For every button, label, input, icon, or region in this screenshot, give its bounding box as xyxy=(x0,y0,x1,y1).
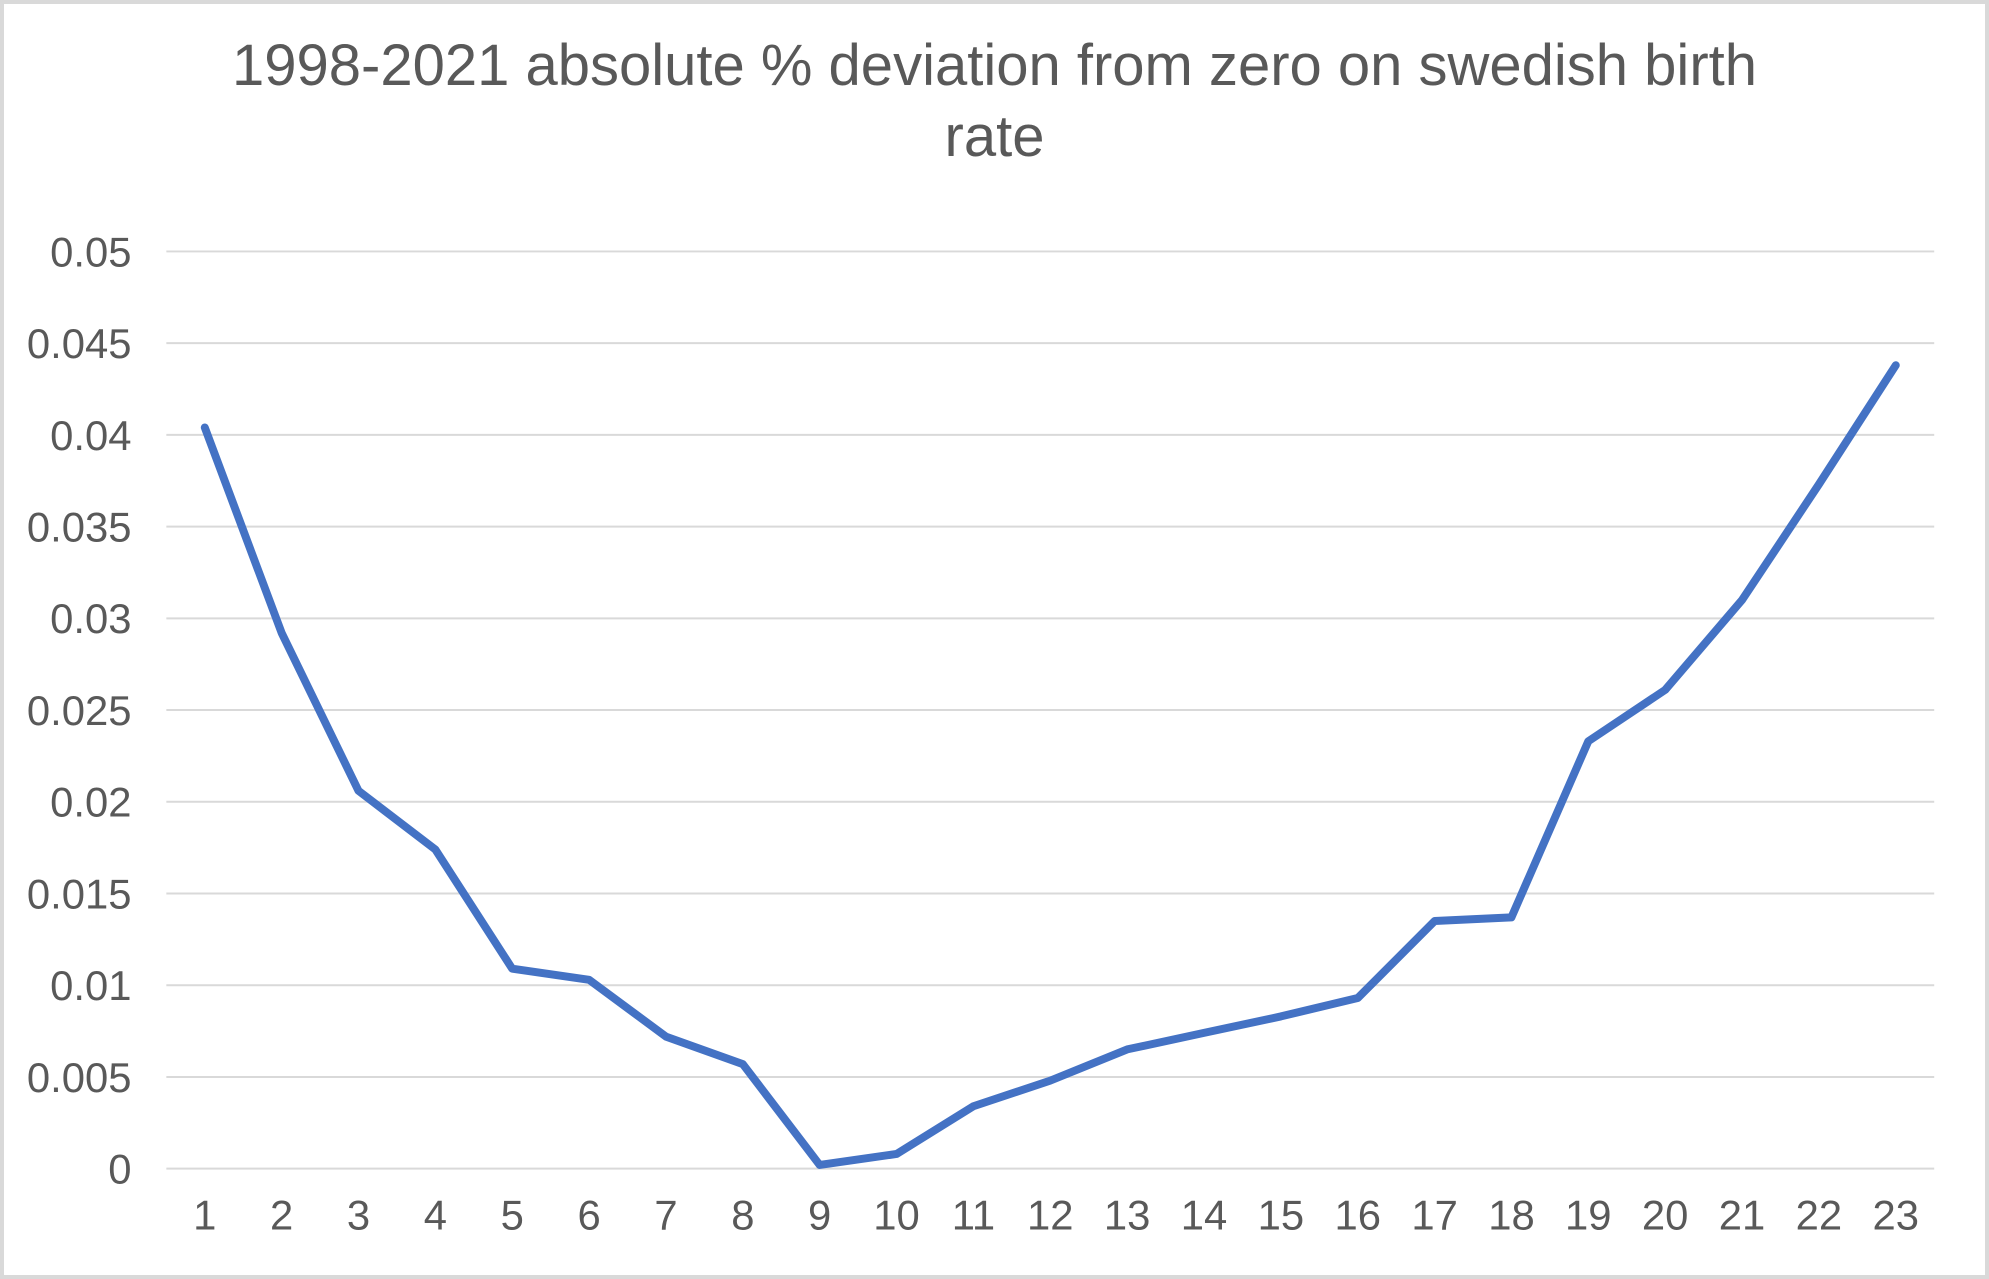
x-axis-tick-label: 20 xyxy=(1642,1191,1689,1238)
x-axis-tick-label: 21 xyxy=(1719,1191,1766,1238)
plot-area: 0 0.005 0.01 0.015 0.02 0.025 0.03 0.035 0.04 0.0… xyxy=(27,228,1935,1238)
chart-title-line-2: rate xyxy=(944,104,1045,169)
x-axis-tick-label: 3 xyxy=(347,1191,370,1238)
x-axis-tick-label: 2 xyxy=(270,1191,293,1238)
x-axis-tick-label: 7 xyxy=(654,1191,677,1238)
chart-title: 1998-2021 absolute % deviation from zero… xyxy=(4,30,1985,172)
x-axis-tick-label: 15 xyxy=(1258,1191,1305,1238)
x-axis-tick-label: 18 xyxy=(1488,1191,1535,1238)
x-axis-tick-label: 4 xyxy=(424,1191,447,1238)
x-axis-tick-label: 11 xyxy=(952,1191,995,1238)
y-axis-tick-label: 0 xyxy=(108,1146,131,1193)
x-axis-tick-label: 16 xyxy=(1334,1191,1381,1238)
y-axis-tick-label: 0.03 xyxy=(50,595,131,642)
y-axis-tick-label: 0.02 xyxy=(50,779,131,826)
x-axis-tick-label: 19 xyxy=(1565,1191,1612,1238)
x-axis-tick-label: 22 xyxy=(1796,1191,1843,1238)
x-axis-tick-label: 17 xyxy=(1411,1191,1458,1238)
y-axis-tick-label: 0.005 xyxy=(27,1054,132,1101)
x-axis-tick-label: 6 xyxy=(577,1191,600,1238)
x-axis-tick-label: 1 xyxy=(193,1191,216,1238)
x-axis-tick-label: 14 xyxy=(1181,1191,1228,1238)
y-axis-tick-label: 0.01 xyxy=(50,962,131,1009)
x-axis-tick-label: 10 xyxy=(873,1191,920,1238)
chart-title-line-1: 1998-2021 absolute % deviation from zero… xyxy=(231,33,1758,98)
series-line xyxy=(200,361,1900,1169)
x-axis-tick-label: 8 xyxy=(731,1191,754,1238)
x-axis-tick-label: 5 xyxy=(501,1191,524,1238)
y-axis-tick-label: 0.035 xyxy=(27,504,132,551)
x-axis-tick-label: 12 xyxy=(1027,1191,1074,1238)
x-axis-tick-label: 23 xyxy=(1873,1191,1920,1238)
y-axis-tick-label: 0.025 xyxy=(27,687,132,734)
y-axis-tick-label: 0.015 xyxy=(27,870,132,917)
y-axis-tick-label: 0.045 xyxy=(27,320,132,367)
x-axis-tick-label: 9 xyxy=(808,1191,831,1238)
x-axis-tick-label: 13 xyxy=(1104,1191,1151,1238)
y-axis-tick-label: 0.04 xyxy=(50,412,131,459)
y-axis-tick-label: 0.05 xyxy=(50,228,131,275)
